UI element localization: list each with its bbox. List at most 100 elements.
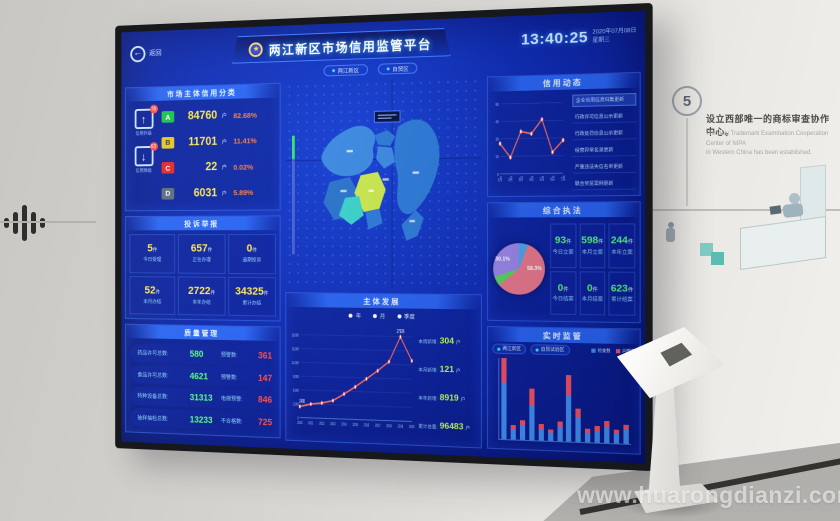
- stat-cell: 657件 正在办理: [178, 234, 226, 274]
- legend-month[interactable]: 月: [372, 312, 385, 320]
- tab-liangjiang[interactable]: 两江新区: [323, 64, 368, 77]
- stat-value: 598: [581, 234, 599, 247]
- grade-count: 84760: [187, 110, 218, 123]
- credit-trend-strip: ↑ 78 信用升级 ↓ 63 信用降级: [130, 104, 158, 207]
- stat-cell: 0件 今日结案: [550, 270, 577, 315]
- stat-cell: 623件 累计结案: [608, 270, 636, 316]
- legend-year[interactable]: 年: [349, 311, 361, 319]
- credit-grade-row-c: C 22 户 0.02%: [161, 155, 275, 180]
- stat-label: 今日结案: [552, 296, 574, 303]
- map-region[interactable]: [365, 208, 382, 230]
- downgrade-label: 信用降级: [135, 168, 152, 174]
- panel-enforcement: 综合执法 58.3% 30.1% 93件: [487, 201, 641, 324]
- svg-text:17936: 17936: [396, 328, 404, 335]
- wall-timeline-right: [646, 209, 840, 211]
- wall-illustration-figure-head: [668, 222, 674, 228]
- map-region[interactable]: [374, 129, 396, 147]
- tab-free-trade-zone[interactable]: 自贸区: [377, 62, 418, 75]
- dev-stat-label: 本年新增:: [418, 395, 438, 402]
- news-item[interactable]: 行政许可信息公示更新: [571, 111, 637, 124]
- quality-value: 31313: [189, 392, 213, 404]
- monitor-bar: [547, 359, 553, 441]
- svg-text:0: 0: [297, 415, 298, 420]
- credit-grade-row-a: A 84760 户 82.68%: [161, 103, 275, 129]
- legend-dot-icon: [397, 313, 401, 318]
- dev-stat-value: 121: [439, 363, 454, 375]
- svg-text:2016: 2016: [364, 423, 369, 428]
- milestone-number: 5: [672, 86, 702, 116]
- stat-unit: 件: [210, 290, 216, 296]
- grade-chip-a: A: [161, 111, 175, 124]
- map-region[interactable]: [376, 145, 396, 169]
- title-plate: ★ 两江新区市场信用监管平台: [231, 28, 450, 64]
- stat-label: 今日立案: [552, 248, 574, 256]
- monitor-bar: [538, 359, 544, 441]
- stat-value: 623: [610, 282, 628, 295]
- svg-text:2011: 2011: [308, 421, 313, 426]
- clock-weekday: 星期三: [592, 37, 611, 45]
- complaints-grid: 5件 今日受理 657件 正在办理 0件 逾期投诉: [126, 230, 280, 320]
- back-button[interactable]: ← 返回: [130, 44, 182, 63]
- tab-label: 自贸试验区: [540, 346, 565, 353]
- grade-percent: 11.41%: [233, 136, 257, 146]
- map-zoom-slider-thumb[interactable]: [291, 135, 295, 160]
- grade-chip-b: B: [161, 136, 175, 149]
- quality-row: 特种设备总数: 31313 电梯预警: 846: [131, 386, 274, 410]
- map-region[interactable]: [401, 210, 424, 241]
- news-item[interactable]: 联合奖惩案例更新: [571, 177, 637, 190]
- wall-illustration-cube: [711, 252, 724, 265]
- stat-unit: 件: [627, 239, 634, 246]
- map-label-mark: [409, 219, 415, 223]
- svg-text:45: 45: [496, 118, 500, 125]
- audio-wave-icon: [4, 202, 45, 244]
- panel-title: 主体发展: [286, 293, 481, 310]
- monitor-tab-ftz[interactable]: 自贸试验区: [530, 344, 570, 356]
- map-region-highlight-cyan[interactable]: [338, 196, 364, 225]
- dev-stat: 本年新增: 8919 户: [418, 391, 476, 403]
- grade-unit: 户: [221, 165, 227, 172]
- credit-grade-row-d: D 6031 户 5.89%: [161, 181, 275, 205]
- svg-text:3,000: 3,000: [293, 401, 299, 406]
- page-title: 两江新区市场信用监管平台: [268, 37, 432, 58]
- development-line-chart: 0 3,000 6,000 9,000 12,000 15,000 18,000 2010 20…: [292, 328, 416, 430]
- stat-cell: 244件 本年立案: [608, 223, 636, 269]
- tab-dot-icon: [497, 347, 501, 351]
- tab-label: 两江新区: [502, 345, 522, 352]
- dev-stat-unit: 户: [455, 339, 461, 345]
- milestone-title: 设立西部唯一的商标审查协作中心。: [706, 114, 830, 137]
- legend-label: 季度: [403, 314, 415, 321]
- credit-upgrade: ↑ 78 信用升级: [134, 104, 158, 137]
- monitor-bar: [510, 358, 516, 440]
- news-item[interactable]: 企业信用信息归集更新: [571, 93, 637, 108]
- clock-date: 2020年07月08日 星期三: [592, 26, 636, 45]
- back-arrow-icon: ←: [130, 45, 146, 63]
- quality-label: 特种设备总数:: [137, 393, 169, 401]
- map-region[interactable]: [394, 119, 440, 215]
- monitor-tabs: 两江新区 自贸试验区: [492, 343, 570, 356]
- legend-quarter[interactable]: 季度: [397, 312, 415, 320]
- legend-dot-icon: [372, 313, 377, 318]
- grade-percent: 0.02%: [233, 162, 254, 172]
- dev-stat-unit: 户: [455, 368, 461, 374]
- stat-value: 244: [610, 234, 628, 247]
- news-item[interactable]: 严重违法失信名单更新: [571, 160, 637, 174]
- stat-cell: 93件 今日立案: [550, 223, 577, 268]
- milestone-connector: [686, 118, 688, 206]
- news-item[interactable]: 经营异常名录更新: [571, 144, 637, 157]
- stat-label: 本月结案: [581, 296, 604, 303]
- stat-cell: 52件 本月办结: [129, 275, 176, 315]
- district-map[interactable]: [285, 76, 482, 290]
- quality-rows: 药品许可总数: 580 预警数: 361 食品许可总数: 4621 预警数: 1: [126, 338, 280, 437]
- quality-value: 4621: [189, 370, 209, 382]
- svg-text:2017: 2017: [375, 423, 380, 428]
- svg-text:7月: 7月: [561, 175, 566, 182]
- news-item[interactable]: 行政处罚信息公示更新: [571, 127, 637, 141]
- svg-text:12,000: 12,000: [292, 360, 299, 365]
- clock-time: 13:40:25: [520, 28, 589, 49]
- back-label: 返回: [149, 49, 162, 58]
- milestone-en-line2: in Western China has been established.: [706, 150, 812, 157]
- quality-label: 抽样抽检总数:: [137, 415, 169, 423]
- wall-illustration-monitor: [769, 205, 782, 215]
- wall-illustration-desk: [740, 215, 826, 271]
- monitor-tab-liangjiang[interactable]: 两江新区: [492, 343, 527, 355]
